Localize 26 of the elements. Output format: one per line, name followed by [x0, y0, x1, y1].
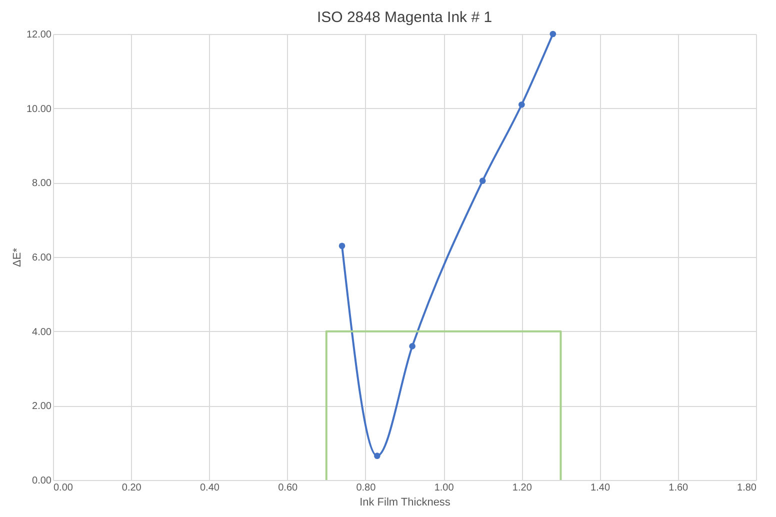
y-axis-title: ΔE* [11, 247, 24, 267]
x-tick-label: 1.80 [737, 482, 757, 494]
x-tick-label: 1.60 [668, 482, 689, 494]
y-tick-label: 0.00 [32, 476, 52, 486]
y-tick-label: 10.00 [26, 104, 52, 115]
x-tick-label: 1.20 [512, 482, 532, 494]
point [479, 178, 486, 184]
y-tick-label: 6.00 [32, 252, 52, 264]
x-tick-label: 1.00 [434, 482, 454, 494]
point [409, 343, 416, 350]
chart-title: ISO 2848 Magenta Ink # 1 [316, 9, 492, 26]
x-tick-label: 0.40 [200, 482, 220, 494]
x-tick-label: 0.60 [278, 482, 298, 494]
x-tick-label: 1.40 [590, 482, 610, 494]
point [518, 101, 525, 108]
x-tick-label: 0.80 [356, 482, 376, 494]
x-axis-title: Ink Film Thickness [360, 496, 451, 508]
y-tick-label: 8.00 [32, 178, 52, 190]
y-tick-label: 2.00 [32, 401, 52, 412]
y-tick-label: 12.00 [26, 30, 52, 40]
y-tick-label: 4.00 [32, 326, 52, 338]
x-tick-label: 0.20 [122, 482, 142, 494]
point [338, 242, 346, 250]
x-tick-label: 0.00 [54, 482, 74, 494]
point [374, 452, 380, 459]
point [550, 30, 556, 38]
